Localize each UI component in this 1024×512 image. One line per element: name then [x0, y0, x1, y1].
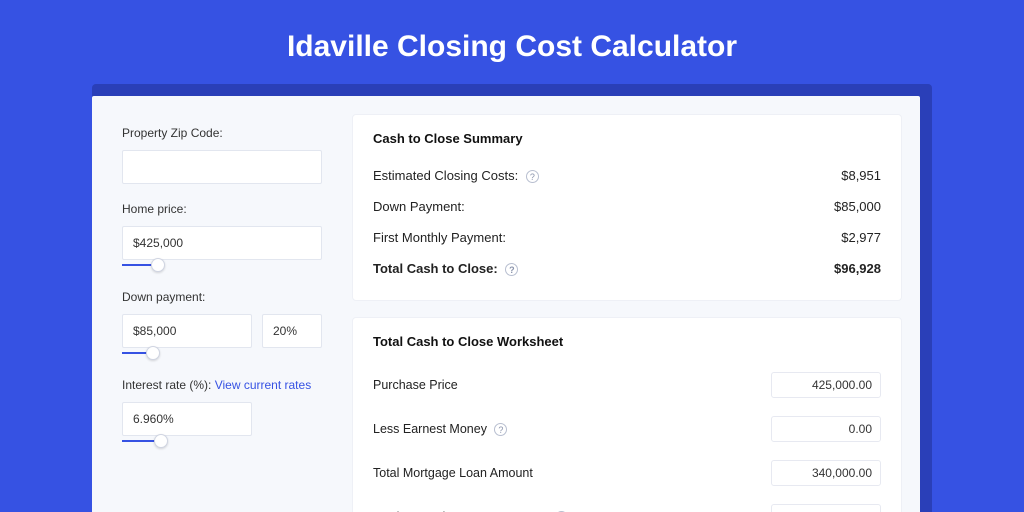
home-price-label: Home price: — [122, 202, 322, 216]
interest-input[interactable] — [122, 402, 252, 436]
down-payment-pct-input[interactable] — [262, 314, 322, 348]
zip-input[interactable] — [122, 150, 322, 184]
interest-slider[interactable] — [122, 434, 252, 448]
zip-field-group: Property Zip Code: — [122, 126, 322, 184]
worksheet-card: Total Cash to Close Worksheet Purchase P… — [352, 317, 902, 512]
panel-shadow: Property Zip Code: Home price: Down paym… — [92, 84, 932, 512]
worksheet-row-value[interactable]: 425,000.00 — [771, 372, 881, 398]
worksheet-row-second-mortgage: Total Second Mortgage Amount ? 0.00 — [373, 495, 881, 512]
zip-label: Property Zip Code: — [122, 126, 322, 140]
results-column: Cash to Close Summary Estimated Closing … — [342, 96, 920, 512]
summary-row-value: $8,951 — [841, 168, 881, 183]
summary-row-total: Total Cash to Close: ? $96,928 — [373, 253, 881, 284]
summary-title: Cash to Close Summary — [373, 131, 881, 146]
summary-row-closing-costs: Estimated Closing Costs: ? $8,951 — [373, 160, 881, 191]
worksheet-title: Total Cash to Close Worksheet — [373, 334, 881, 349]
down-payment-slider[interactable] — [122, 346, 252, 360]
summary-total-value: $96,928 — [834, 261, 881, 276]
worksheet-row-value[interactable]: 0.00 — [771, 504, 881, 512]
worksheet-row-label: Purchase Price — [373, 378, 458, 392]
worksheet-row-mortgage-loan: Total Mortgage Loan Amount 340,000.00 — [373, 451, 881, 495]
summary-total-label: Total Cash to Close: — [373, 261, 498, 276]
summary-row-value: $85,000 — [834, 199, 881, 214]
home-price-slider-thumb[interactable] — [151, 258, 165, 272]
summary-row-down-payment: Down Payment: $85,000 — [373, 191, 881, 222]
summary-row-first-payment: First Monthly Payment: $2,977 — [373, 222, 881, 253]
interest-label: Interest rate (%): View current rates — [122, 378, 322, 392]
interest-slider-thumb[interactable] — [154, 434, 168, 448]
worksheet-row-purchase-price: Purchase Price 425,000.00 — [373, 363, 881, 407]
summary-row-label: Estimated Closing Costs: — [373, 168, 518, 183]
worksheet-row-value[interactable]: 0.00 — [771, 416, 881, 442]
calculator-panel: Property Zip Code: Home price: Down paym… — [92, 96, 920, 512]
help-icon[interactable]: ? — [526, 170, 539, 183]
down-payment-label: Down payment: — [122, 290, 322, 304]
worksheet-row-label: Less Earnest Money — [373, 422, 487, 436]
help-icon[interactable]: ? — [505, 263, 518, 276]
page-title: Idaville Closing Cost Calculator — [0, 0, 1024, 84]
form-column: Property Zip Code: Home price: Down paym… — [92, 96, 342, 512]
summary-row-value: $2,977 — [841, 230, 881, 245]
worksheet-row-earnest-money: Less Earnest Money ? 0.00 — [373, 407, 881, 451]
summary-row-label: Down Payment: — [373, 199, 465, 214]
down-payment-input[interactable] — [122, 314, 252, 348]
interest-field-group: Interest rate (%): View current rates — [122, 378, 322, 448]
help-icon[interactable]: ? — [494, 423, 507, 436]
view-rates-link[interactable]: View current rates — [215, 378, 312, 392]
down-payment-field-group: Down payment: — [122, 290, 322, 360]
worksheet-row-label: Total Mortgage Loan Amount — [373, 466, 533, 480]
summary-card: Cash to Close Summary Estimated Closing … — [352, 114, 902, 301]
summary-row-label: First Monthly Payment: — [373, 230, 506, 245]
home-price-slider[interactable] — [122, 258, 322, 272]
worksheet-row-value[interactable]: 340,000.00 — [771, 460, 881, 486]
interest-label-text: Interest rate (%): — [122, 378, 215, 392]
home-price-input[interactable] — [122, 226, 322, 260]
home-price-field-group: Home price: — [122, 202, 322, 272]
down-payment-slider-thumb[interactable] — [146, 346, 160, 360]
